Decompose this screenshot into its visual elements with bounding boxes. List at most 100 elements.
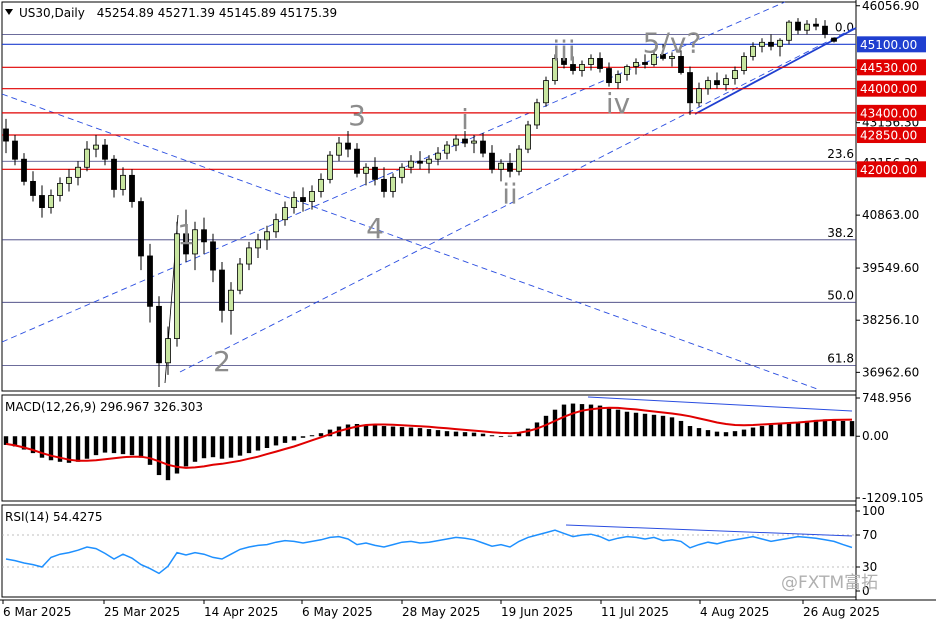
fib-lines: 0.0 23.6 38.2 50.0 61.8 (2, 21, 856, 367)
candle-body (543, 80, 549, 104)
candle-body (75, 166, 81, 178)
level-label-box (857, 104, 926, 121)
macd-bar (840, 420, 846, 437)
rsi-tick-label: 0 (862, 584, 870, 598)
macd-bar (687, 426, 693, 437)
rsi-divergence-line (565, 524, 853, 537)
candle (345, 130, 351, 158)
candle-body (525, 124, 531, 150)
candle-body (372, 166, 378, 180)
candle-body (381, 178, 387, 192)
macd-bar (381, 426, 387, 437)
macd-bar (66, 436, 72, 463)
candle-body (480, 140, 486, 154)
candle-body (651, 54, 657, 65)
candle (219, 262, 225, 323)
candle (309, 185, 315, 210)
candle-body (165, 338, 171, 364)
candle-body (813, 23, 819, 27)
x-axis-label: 14 Apr 2025 (204, 605, 278, 619)
trend-dashed-1 (179, 26, 857, 373)
rsi-panel: 100 70 30 0 RSI(14) 54.4275 (2, 504, 885, 598)
macd-bar (291, 436, 297, 441)
macd-bar (255, 436, 261, 451)
macd-bar (201, 436, 207, 459)
level-label: 43400.00 (860, 106, 917, 120)
candle (255, 233, 261, 258)
header-symbol: US30,Daily (19, 6, 85, 20)
candle-body (129, 174, 135, 202)
macd-bar (174, 436, 180, 474)
macd-bar (372, 425, 378, 437)
candle-body (210, 241, 216, 271)
candle-body (174, 233, 180, 339)
candle-body (768, 41, 774, 47)
macd-bar (75, 436, 81, 462)
candle (777, 38, 783, 57)
wave-label: iii (552, 34, 575, 67)
macd-title: MACD(12,26,9) 296.967 326.303 (5, 400, 203, 414)
candle-body (624, 66, 630, 75)
candle (165, 326, 171, 375)
level-label-box (857, 36, 926, 53)
candle-body (264, 231, 270, 241)
candle (390, 173, 396, 198)
candle-body (732, 70, 738, 79)
candle (462, 130, 468, 148)
candle-body (777, 39, 783, 47)
candle-body (705, 80, 711, 90)
rsi-tick-label: 100 (862, 504, 885, 518)
x-axis-label: 19 Jun 2025 (501, 605, 573, 619)
candle (714, 72, 720, 89)
macd-bar (120, 436, 126, 455)
header-ohlc: 45254.89 45271.39 45145.89 45175.39 (97, 6, 337, 20)
macd-bar (768, 425, 774, 437)
macd-bar (507, 435, 513, 437)
candle (48, 189, 54, 214)
candle (84, 141, 90, 172)
candle (21, 153, 27, 186)
candle-body (255, 239, 261, 249)
candle-body (399, 166, 405, 178)
candle-body (57, 182, 63, 196)
level-label-box (857, 161, 926, 178)
candle-body (606, 68, 612, 84)
macd-bar (804, 420, 810, 437)
candle-body (345, 142, 351, 150)
rsi-tick-label: 30 (862, 560, 877, 574)
candle-body (714, 80, 720, 86)
candle (327, 151, 333, 184)
candle (336, 137, 342, 162)
macd-bar (102, 436, 108, 453)
macd-bar (669, 417, 675, 437)
fib-label: 50.0 (827, 288, 854, 302)
candle (615, 70, 621, 89)
macd-bar (831, 419, 837, 437)
macd-bar (156, 436, 162, 476)
candle (363, 163, 369, 186)
candle-body (21, 158, 27, 182)
candle-body (219, 269, 225, 311)
header-dropdown-icon[interactable] (5, 9, 13, 15)
candle (669, 52, 675, 67)
candle (489, 145, 495, 174)
macd-bar (327, 429, 333, 437)
candle-body (12, 140, 18, 160)
candle-body (309, 191, 315, 202)
macd-bar (264, 436, 270, 448)
candle-body (327, 154, 333, 180)
macd-bar (273, 436, 279, 446)
candle (696, 82, 702, 107)
candle-body (552, 58, 558, 82)
candle (111, 155, 117, 198)
candle (732, 66, 738, 85)
macd-histogram (3, 403, 855, 481)
macd-bar (813, 419, 819, 437)
candle-body (417, 160, 423, 164)
candle (66, 169, 72, 192)
rsi-axis-ticks: 100 70 30 0 (856, 504, 885, 598)
candle (516, 145, 522, 176)
candle (372, 157, 378, 186)
candle-body (93, 144, 99, 150)
